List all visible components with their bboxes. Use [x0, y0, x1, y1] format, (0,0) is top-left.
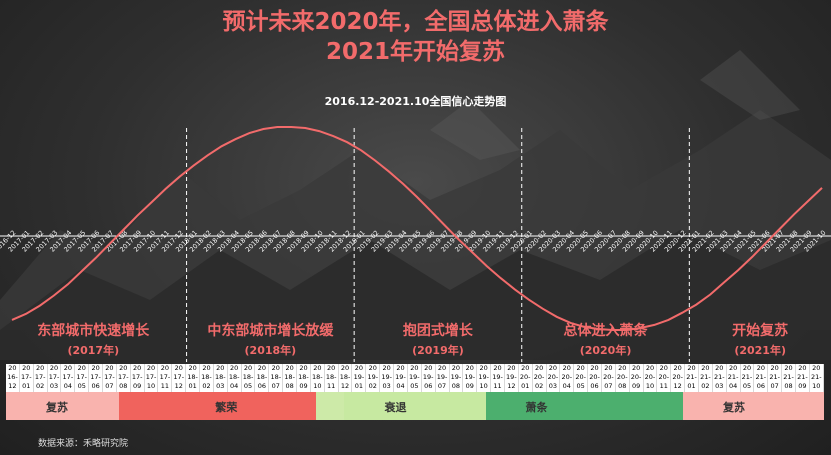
cycle-band-label: 衰退: [384, 401, 407, 414]
month-cell: 20 17- 05: [75, 364, 90, 392]
month-cell: 20 21- 08: [782, 364, 796, 392]
phase-title: 东部城市快速增长: [37, 323, 150, 339]
phase-year: (2018年): [244, 344, 297, 357]
month-cell: 20 17- 12: [172, 364, 187, 392]
month-cell: 20 20- 05: [574, 364, 589, 392]
cycle-bands: 复苏 繁荣 衰退 萧条 复苏: [6, 392, 824, 420]
month-cell: 20 18- 09: [297, 364, 311, 392]
month-cell: 20 18- 06: [255, 364, 270, 392]
month-cell: 20 17- 11: [158, 364, 173, 392]
phase-title: 开始复苏: [732, 323, 789, 339]
month-cell: 20 21- 01: [685, 364, 699, 392]
cycle-band-label: 繁荣: [215, 401, 238, 414]
month-cell: 20 19- 05: [408, 364, 422, 392]
cycle-band: 繁荣: [175, 392, 317, 420]
month-cell: 20 19- 12: [505, 364, 519, 392]
month-cell: 20 16- 12: [6, 364, 20, 392]
month-cell: 20 19- 01: [352, 364, 367, 392]
month-cell: 20 18- 12: [339, 364, 353, 392]
month-cell: 20 21- 09: [796, 364, 810, 392]
month-cell: 20 21- 03: [713, 364, 727, 392]
data-source: 数据来源：禾略研究院: [38, 439, 129, 449]
month-cell: 20 20- 01: [519, 364, 533, 392]
month-cell: 20 21- 10: [810, 364, 824, 392]
month-cell: 20 18- 10: [311, 364, 325, 392]
month-cell: 20 18- 07: [269, 364, 284, 392]
month-cell: 20 17- 03: [48, 364, 62, 392]
month-cell: 20 18- 11: [325, 364, 339, 392]
month-cell: 20 20- 07: [602, 364, 616, 392]
month-cell: 20 20- 09: [630, 364, 644, 392]
chart-subtitle: 2016.12-2021.10全国信心走势图: [324, 95, 507, 108]
cycle-band: 复苏: [682, 392, 824, 420]
month-cell: 20 21- 07: [768, 364, 783, 392]
cycle-band: [316, 392, 345, 420]
month-cell: 20 20- 06: [588, 364, 602, 392]
month-cell: 20 21- 05: [741, 364, 755, 392]
cycle-band: 复苏: [6, 392, 119, 420]
phase-year: (2020年): [579, 344, 632, 357]
month-cell: 20 18- 03: [214, 364, 228, 392]
month-cell: 20 20- 04: [560, 364, 575, 392]
month-cell: 20 18- 08: [283, 364, 298, 392]
phase-title: 中东部城市增长放缓: [207, 323, 334, 339]
cycle-band: 萧条: [485, 392, 683, 420]
month-cell: 20 21- 06: [754, 364, 769, 392]
month-cell: 20 20- 10: [644, 364, 658, 392]
phase-year: (2019年): [412, 344, 464, 357]
phase-title: 抱团式增长: [402, 323, 473, 339]
month-cell: 20 19- 07: [436, 364, 450, 392]
month-cell: 20 18- 04: [228, 364, 242, 392]
month-cell: 20 21- 02: [699, 364, 713, 392]
month-cell: 20 17- 07: [103, 364, 117, 392]
month-cell: 20 21- 04: [727, 364, 741, 392]
month-cell: 20 19- 06: [422, 364, 436, 392]
month-cell: 20 20- 11: [657, 364, 672, 392]
month-cell: 20 18- 05: [242, 364, 256, 392]
month-cell: 20 19- 09: [463, 364, 478, 392]
month-cell: 20 20- 02: [533, 364, 547, 392]
confidence-curve: [11, 126, 823, 331]
cycle-band: 衰退: [344, 392, 486, 420]
month-cell: 20 19- 08: [450, 364, 464, 392]
month-cell: 20 20- 08: [616, 364, 630, 392]
month-cell: 20 17- 02: [34, 364, 48, 392]
month-cell: 20 19- 04: [394, 364, 408, 392]
month-cell: 20 17- 01: [20, 364, 34, 392]
month-cell: 20 17- 06: [89, 364, 104, 392]
month-cell: 20 18- 02: [200, 364, 214, 392]
month-cell: 20 17- 09: [131, 364, 145, 392]
month-cell: 20 18- 01: [186, 364, 201, 392]
cycle-band-label: 萧条: [525, 401, 548, 414]
cycle-band-label: 复苏: [722, 401, 745, 414]
month-cell: 20 19- 10: [477, 364, 492, 392]
month-cell: 20 17- 08: [117, 364, 131, 392]
month-cell: 20 20- 03: [547, 364, 561, 392]
main-title-line1: 预计未来2020年，全国总体进入萧条: [222, 9, 609, 35]
month-cell: 20 17- 04: [61, 364, 76, 392]
phase-year: (2017年): [67, 344, 120, 357]
cycle-band: [118, 392, 176, 420]
phase-title: 总体进入萧条: [563, 323, 648, 339]
cycle-band-label: 复苏: [46, 401, 68, 414]
month-cell: 20 19- 11: [491, 364, 505, 392]
month-cell: 20 20- 12: [671, 364, 686, 392]
month-cell: 20 17- 10: [145, 364, 159, 392]
month-cell: 20 19- 02: [366, 364, 381, 392]
phase-year: (2021年): [734, 344, 786, 357]
month-cell: 20 19- 03: [380, 364, 395, 392]
month-grid: 20 16- 12 20 17- 01 20 17- 02 20 17- 03 20 17- 04 20 17-…: [6, 364, 824, 392]
main-title-line2: 2021年开始复苏: [325, 39, 505, 65]
